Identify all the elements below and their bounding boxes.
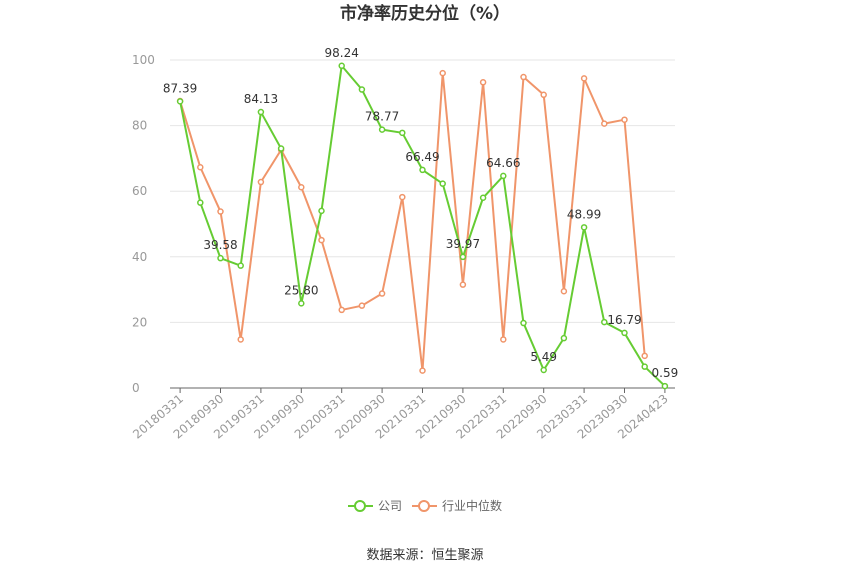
data-label: 5.49 xyxy=(530,350,557,364)
legend: 公司 行业中位数 xyxy=(348,498,502,513)
point-company[interactable] xyxy=(641,363,648,370)
point-industry-median[interactable] xyxy=(479,79,487,86)
point-company[interactable] xyxy=(318,207,325,215)
legend-industry-label: 行业中位数 xyxy=(442,498,502,513)
point-company[interactable] xyxy=(520,319,527,327)
chart-title: 市净率历史分位（%） xyxy=(340,3,510,24)
point-company[interactable] xyxy=(439,180,446,187)
legend-company-label: 公司 xyxy=(378,499,402,513)
data-labels: 87.39 39.58 84.13 25.80 98.24 78.77 66.49 39.97… xyxy=(163,46,678,380)
series-line-industry-median xyxy=(179,72,646,372)
point-industry-median[interactable] xyxy=(318,236,325,244)
point-company[interactable] xyxy=(560,334,568,342)
point-company[interactable] xyxy=(338,62,345,70)
point-industry-median[interactable] xyxy=(419,367,426,374)
data-label: 16.79 xyxy=(607,313,641,327)
point-industry-median[interactable] xyxy=(520,73,527,81)
point-company[interactable] xyxy=(661,382,669,390)
data-label: 39.97 xyxy=(446,237,480,251)
point-company[interactable] xyxy=(419,166,426,174)
point-industry-median[interactable] xyxy=(358,302,366,309)
y-tick-label: 60 xyxy=(132,184,147,198)
data-label: 39.58 xyxy=(203,238,237,252)
point-industry-median[interactable] xyxy=(580,75,588,82)
point-industry-median[interactable] xyxy=(560,287,568,295)
y-tick-label: 80 xyxy=(132,119,147,133)
point-company[interactable] xyxy=(399,129,406,137)
point-industry-median[interactable] xyxy=(641,352,648,360)
data-label: 64.66 xyxy=(486,156,520,170)
y-tick-label: 40 xyxy=(132,250,147,264)
data-label: 0.59 xyxy=(652,366,679,380)
data-label: 66.49 xyxy=(405,150,439,164)
y-tick-label: 100 xyxy=(132,53,155,67)
y-tick-label: 0 xyxy=(132,381,140,395)
point-company[interactable] xyxy=(237,262,244,269)
point-company[interactable] xyxy=(197,199,204,206)
data-label: 87.39 xyxy=(163,81,197,95)
point-company[interactable] xyxy=(580,224,588,231)
point-company[interactable] xyxy=(257,108,265,116)
point-company[interactable] xyxy=(217,254,224,262)
point-industry-median[interactable] xyxy=(439,69,446,77)
point-industry-median[interactable] xyxy=(257,178,265,186)
point-industry-median[interactable] xyxy=(378,290,386,297)
point-industry-median[interactable] xyxy=(459,281,467,288)
point-company[interactable] xyxy=(358,86,366,93)
point-industry-median[interactable] xyxy=(399,193,406,201)
data-label: 84.13 xyxy=(244,92,278,106)
point-industry-median[interactable] xyxy=(601,120,608,127)
point-industry-median[interactable] xyxy=(500,336,507,343)
point-company[interactable] xyxy=(378,126,386,133)
point-industry-median[interactable] xyxy=(237,336,244,343)
series-line-company xyxy=(179,64,666,387)
point-industry-median[interactable] xyxy=(540,91,547,99)
point-industry-median[interactable] xyxy=(197,164,204,171)
y-tick-label: 20 xyxy=(132,315,147,329)
point-company[interactable] xyxy=(459,253,467,261)
point-company[interactable] xyxy=(540,366,547,374)
point-company[interactable] xyxy=(479,194,487,202)
point-company[interactable] xyxy=(621,329,628,337)
point-company[interactable] xyxy=(277,145,285,152)
legend-industry-marker xyxy=(418,500,430,512)
x-axis: 2018033120180930201903312019093020200331… xyxy=(130,387,675,442)
data-source: 数据来源：恒生聚源 xyxy=(366,548,483,563)
point-company[interactable] xyxy=(601,318,608,326)
data-label: 48.99 xyxy=(567,207,601,221)
point-company[interactable] xyxy=(500,172,507,180)
data-label: 25.80 xyxy=(284,283,318,297)
point-industry-median[interactable] xyxy=(621,116,628,123)
data-label: 78.77 xyxy=(365,110,399,124)
legend-item-industry-median[interactable]: 行业中位数 xyxy=(412,498,502,513)
point-industry-median[interactable] xyxy=(217,208,224,215)
point-company[interactable] xyxy=(298,300,305,307)
legend-item-company[interactable]: 公司 xyxy=(348,499,402,513)
legend-company-marker xyxy=(354,500,366,512)
point-industry-median[interactable] xyxy=(298,184,305,191)
data-label: 98.24 xyxy=(325,46,359,60)
point-industry-median[interactable] xyxy=(338,306,345,314)
series-layer xyxy=(176,62,669,390)
y-axis: 0 20 40 60 80 100 xyxy=(132,53,155,395)
point-company[interactable] xyxy=(176,98,184,105)
